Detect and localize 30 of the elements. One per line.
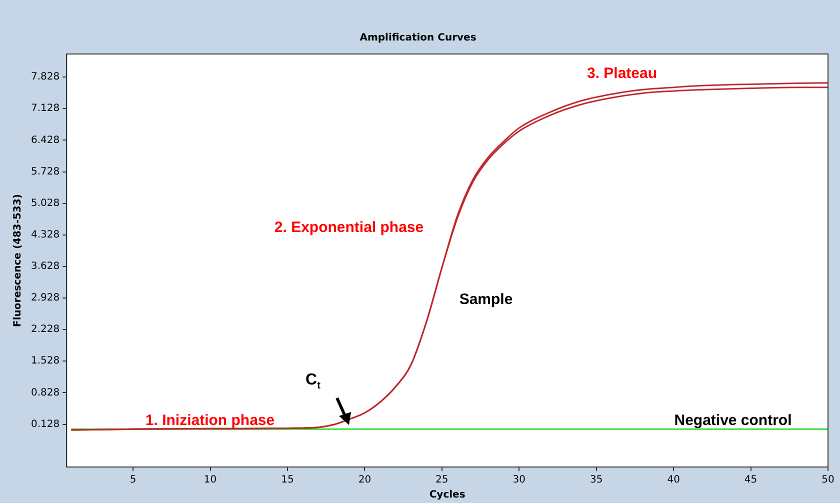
x-tick-label: 10 xyxy=(204,474,217,486)
y-axis-title: Fluorescence (483-533) xyxy=(12,194,24,327)
y-tick-label: 5.728 xyxy=(30,166,60,178)
y-tick-label: 3.628 xyxy=(30,261,60,272)
x-tick-label: 35 xyxy=(590,474,603,486)
annotation: 3. Plateau xyxy=(586,65,658,82)
y-tick-label: 1.528 xyxy=(30,356,60,367)
y-tick-label: 6.428 xyxy=(30,134,60,146)
x-axis-title: Cycles xyxy=(429,490,466,501)
y-tick-label: 7.128 xyxy=(30,103,60,114)
annotation: 1. Iniziation phase xyxy=(145,412,275,430)
x-tick-label: 20 xyxy=(358,474,372,486)
x-tick-label: 15 xyxy=(281,474,294,486)
annotation: Sample xyxy=(459,291,513,308)
x-tick-label: 5 xyxy=(130,474,136,486)
chart-title: Amplification Curves xyxy=(360,32,476,44)
y-tick-label: 4.328 xyxy=(30,229,60,240)
x-tick-label: 30 xyxy=(512,474,526,486)
y-tick-label: 5.028 xyxy=(30,198,60,209)
x-tick-label: 45 xyxy=(744,474,758,486)
y-tick-label: 2.228 xyxy=(30,324,60,336)
y-tick-label: 0.828 xyxy=(30,387,60,398)
y-tick-label: 7.828 xyxy=(30,72,60,83)
x-tick-label: 50 xyxy=(822,474,834,486)
x-tick-label: 40 xyxy=(667,474,680,486)
y-tick-label: 0.128 xyxy=(30,418,60,430)
annotation: Negative control xyxy=(674,412,792,430)
annotation: 2. Exponential phase xyxy=(274,219,424,236)
y-tick-label: 2.928 xyxy=(30,292,60,304)
x-tick-label: 25 xyxy=(436,474,448,486)
